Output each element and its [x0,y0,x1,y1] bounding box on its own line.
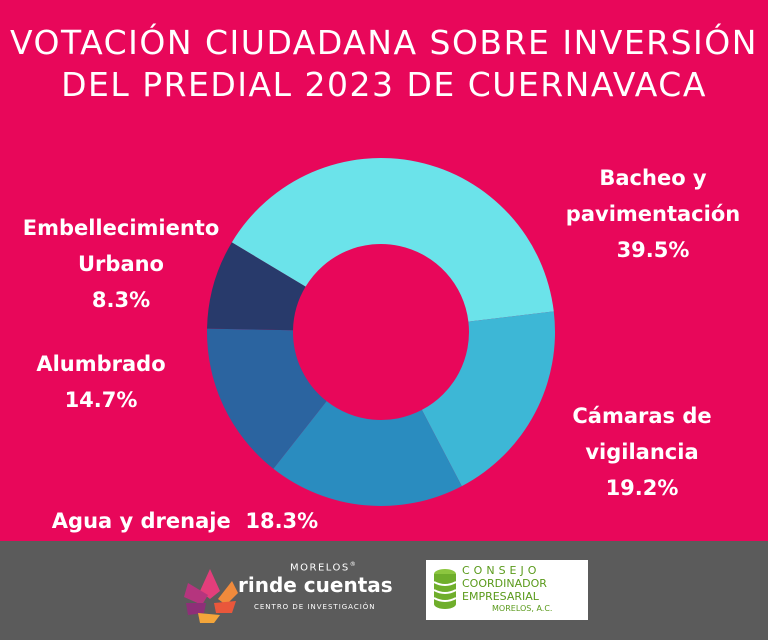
slice-label-alumbrado-line-1: Alumbrado [36,352,166,376]
donut-slice-bacheo [231,157,554,322]
cce-line-4: MORELOS, A.C. [492,604,553,613]
footer: MORELOS® rinde cuentas CENTRO DE INVESTI… [0,541,768,640]
cce-line-3: EMPRESARIAL [462,590,539,603]
consejo-coordinador-text: CONSEJO COORDINADOR EMPRESARIAL MORELOS,… [462,564,552,614]
donut-slice-alumbrado [207,328,327,469]
rinde-cuentas-morelos: MORELOS® [290,561,358,574]
rinde-cuentas-morelos-text: MORELOS [290,562,350,574]
slice-value-bacheo: 39.5% [616,238,690,262]
slice-value-alumbrado: 14.7% [64,388,138,412]
slice-label-embellecimiento: Embellecimiento Urbano 8.3% [0,210,242,318]
slice-value-embellecimiento: 8.3% [91,288,151,312]
slice-label-alumbrado: Alumbrado 14.7% [6,346,196,418]
chart-title-line-2: DEL PREDIAL 2023 DE CUERNAVACA [61,65,707,104]
chart-title: VOTACIÓN CIUDADANA SOBRE INVERSIÓN DEL P… [0,22,768,106]
slice-label-bacheo: Bacheo y pavimentación 39.5% [548,160,758,268]
slice-label-embellecimiento-line-2: Urbano [78,252,164,276]
slice-label-embellecimiento-line-1: Embellecimiento [22,216,220,240]
donut-slice-agua [273,401,462,506]
cce-line-1: CONSEJO [462,564,541,577]
rinde-cuentas-logo: MORELOS® rinde cuentas CENTRO DE INVESTI… [180,559,393,629]
slice-value-agua: 18.3% [245,509,319,533]
slice-label-agua: Agua y drenaje 18.3% [20,503,350,539]
slice-label-bacheo-line-1: Bacheo y [599,166,707,190]
slice-label-bacheo-line-2: pavimentación [565,202,741,226]
chart-title-line-1: VOTACIÓN CIUDADANA SOBRE INVERSIÓN [10,23,758,62]
donut-slice-camaras [421,311,555,487]
cce-line-2: COORDINADOR [462,577,547,590]
slice-label-camaras: Cámaras de vigilancia 19.2% [542,398,742,506]
rinde-cuentas-flower-icon [184,569,238,623]
consejo-coordinador-logo: CONSEJO COORDINADOR EMPRESARIAL MORELOS,… [426,560,588,620]
slice-label-agua-line-1: Agua y drenaje [51,509,231,533]
slice-label-camaras-line-1: Cámaras de [572,404,712,428]
slice-label-camaras-line-2: vigilancia [585,440,699,464]
donut-slice-embellecimiento [207,242,306,331]
slice-label-agua-text: Agua y drenaje 18.3% [20,503,350,539]
rinde-cuentas-name: rinde cuentas [238,573,393,597]
rinde-cuentas-subtitle: CENTRO DE INVESTIGACIÓN [254,603,376,611]
consejo-coordinador-mark-icon [433,569,457,609]
slice-value-camaras: 19.2% [605,476,679,500]
